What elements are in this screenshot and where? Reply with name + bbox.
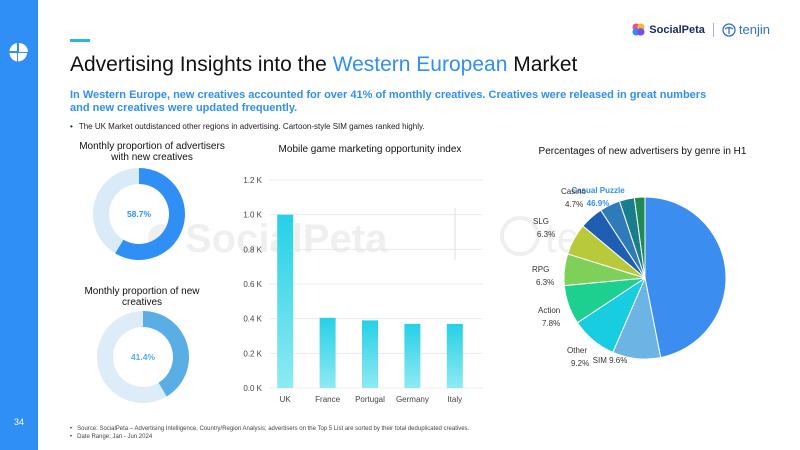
- genre-label-name: Casual Puzzle: [571, 186, 625, 195]
- socialpeta-logo: SocialPeta: [632, 23, 705, 36]
- footer: Source: SocialPeta – Advertising Intelli…: [70, 425, 469, 441]
- donut2-title: Monthly proportion of new creatives: [84, 286, 200, 308]
- bar-chart-title: Mobile game marketing opportunity index: [278, 144, 462, 155]
- donut2-value-label: 41.4%: [131, 352, 156, 362]
- bar-x-tick-label: UK: [280, 395, 292, 404]
- bar-x-tick-label: Germany: [396, 395, 429, 404]
- bar-italy: [446, 323, 463, 388]
- donut2-slice-1: [97, 311, 167, 403]
- genre-pie-chart: Casual Puzzle 46.9% SIM 9.6% Other 9.2% Actio…: [532, 186, 727, 368]
- brand-logos: SocialPeta tenjin: [632, 22, 770, 37]
- page-title-suffix: Market: [507, 53, 578, 76]
- page-title: Advertising Insights into the Western Eu…: [70, 53, 577, 77]
- donut1-title: Monthly proportion of advertisers with n…: [79, 141, 225, 163]
- genre-label-value: 9.2%: [571, 359, 589, 368]
- socialpeta-logo-icon: [632, 23, 645, 36]
- tenjin-logo-icon: [722, 22, 736, 37]
- genre-pie-title: Percentages of new advertisers by genre …: [538, 146, 747, 157]
- bar-uk: [277, 214, 294, 388]
- bar-portugal: [362, 320, 378, 388]
- donut1-value-label: 58.7%: [127, 209, 152, 219]
- key-insight-bullet: The UK Market outdistanced other regions…: [70, 122, 425, 131]
- bar-y-tick-label: 1.2 K: [243, 176, 262, 185]
- bar-germany: [404, 323, 421, 388]
- genre-label-name: Casino: [561, 187, 586, 196]
- donut2-slices: [97, 311, 189, 403]
- bar-y-ticks: 0.0 K 0.2 K 0.4 K 0.6 K 0.8 K 1.0 K 1.2 K: [243, 176, 262, 393]
- genre-slice-minor-9: [633, 196, 646, 279]
- genre-label-value: 46.9%: [587, 199, 610, 208]
- genre-label-name: RPG: [532, 265, 549, 274]
- donut1-slice-1: [92, 168, 139, 254]
- genre-label-value: 4.7%: [565, 200, 583, 209]
- bar-grid: [270, 179, 482, 389]
- sidebar: 34: [0, 0, 38, 450]
- genre-label-name: Other: [567, 346, 587, 355]
- title-accent-bar: [70, 39, 90, 42]
- bar-y-tick-label: 0.4 K: [243, 315, 262, 324]
- genre-label-value: 7.8%: [542, 319, 560, 328]
- app-logo-icon: [9, 43, 28, 62]
- page-title-highlight: Western European: [332, 53, 508, 76]
- bar-france: [319, 317, 336, 388]
- bar-x-tick-label: Portugal: [355, 395, 385, 404]
- genre-slice-casual-puzzle: [644, 196, 727, 359]
- bar-x-tick-label: Italy: [447, 395, 462, 404]
- bar-bars: [277, 214, 463, 388]
- donut1-slice-0: [115, 168, 185, 260]
- bar-y-tick-label: 0.0 K: [243, 384, 262, 393]
- bar-y-tick-label: 0.6 K: [243, 280, 262, 289]
- bar-y-tick-label: 0.8 K: [243, 245, 262, 254]
- socialpeta-logo-text: SocialPeta: [649, 23, 705, 36]
- genre-label-value: 6.3%: [537, 230, 555, 239]
- genre-label-value: 6.3%: [536, 278, 554, 287]
- donut1-slices: [92, 168, 185, 260]
- genre-label-sim: SIM 9.6%: [593, 356, 628, 365]
- genre-label-name: SLG: [533, 217, 549, 226]
- bar-y-tick-label: 0.2 K: [243, 349, 262, 358]
- donut2-slice-0: [143, 311, 189, 397]
- donut2-chart: 41.4%: [97, 311, 189, 403]
- bar-chart: 0.0 K 0.2 K 0.4 K 0.6 K 0.8 K 1.0 K 1.2 K UK Fr…: [243, 176, 482, 404]
- tenjin-logo: tenjin: [722, 22, 770, 37]
- bar-x-ticks: UK France Portugal Germany Italy: [280, 395, 462, 404]
- footer-source: Source: SocialPeta – Advertising Intelli…: [70, 425, 469, 433]
- brand-separator: [712, 22, 714, 37]
- tenjin-logo-text: tenjin: [738, 22, 770, 37]
- page-title-prefix: Advertising Insights into the: [70, 53, 333, 76]
- genre-label-name: Action: [538, 306, 560, 315]
- genre-labels: Casual Puzzle 46.9% SIM 9.6% Other 9.2% Actio…: [532, 186, 627, 368]
- bar-x-tick-label: France: [315, 395, 340, 404]
- page-subtitle: In Western Europe, new creatives account…: [70, 89, 707, 114]
- donut1-chart: 58.7%: [92, 168, 185, 260]
- genre-slices: [563, 196, 727, 360]
- page-number: 34: [13, 417, 24, 427]
- bar-y-tick-label: 1.0 K: [243, 211, 262, 220]
- footer-date-range: Date Range: Jan - Jun 2024: [70, 433, 469, 441]
